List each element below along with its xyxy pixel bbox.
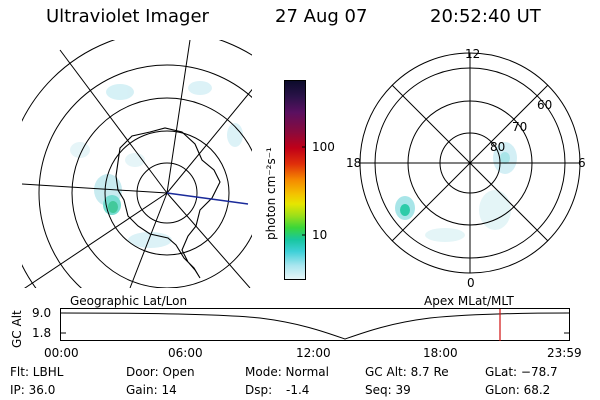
altitude-tick-low: 1.8 bbox=[32, 326, 52, 340]
left-map-label: Geographic Lat/Lon bbox=[70, 294, 188, 308]
altitude-tick-high: 9.0 bbox=[32, 306, 52, 320]
time-tick-2359: 23:59 bbox=[547, 346, 582, 360]
filter-status: Flt: LBHL bbox=[10, 365, 64, 379]
auroral-emission-left bbox=[70, 81, 243, 248]
time-tick-0600: 06:00 bbox=[168, 346, 203, 360]
ip-status: IP: 36.0 bbox=[10, 383, 56, 397]
colorbar-tick-10: 10 bbox=[312, 228, 328, 242]
time-tick-1200: 12:00 bbox=[296, 346, 331, 360]
time-label: 20:52:40 UT bbox=[430, 6, 541, 27]
auroral-emission-right bbox=[395, 142, 517, 242]
right-map-label: Apex MLat/MLT bbox=[424, 294, 514, 308]
mlt-label-6: 6 bbox=[578, 156, 586, 170]
colorbar-tick-100: 100 bbox=[312, 140, 335, 154]
time-tick-0000: 00:00 bbox=[44, 346, 79, 360]
geo-lon-status: GLon: 68.2 bbox=[485, 383, 551, 397]
mlat-label-70: 70 bbox=[512, 120, 528, 134]
altitude-curve bbox=[60, 312, 571, 340]
coastline bbox=[115, 127, 221, 279]
spacecraft-track bbox=[166, 192, 249, 205]
colorbar-unit-label: photon cm⁻²s⁻¹ bbox=[264, 147, 278, 240]
gain-status: Gain: 14 bbox=[126, 383, 177, 397]
dsp-label: Dsp: bbox=[245, 383, 273, 397]
mlt-label-18: 18 bbox=[346, 156, 362, 170]
altitude-axis-label: GC Alt bbox=[10, 310, 24, 348]
door-status: Door: Open bbox=[126, 365, 195, 379]
dsp-value: -1.4 bbox=[286, 383, 310, 397]
instrument-title: Ultraviolet Imager bbox=[46, 6, 209, 27]
date-label: 27 Aug 07 bbox=[275, 6, 368, 27]
geo-lat-status: GLat: −78.7 bbox=[485, 365, 558, 379]
mode-status: Mode: Normal bbox=[245, 365, 329, 379]
mlt-label-12: 12 bbox=[465, 47, 481, 61]
color-scale-bar bbox=[284, 80, 306, 280]
mlat-label-60: 60 bbox=[537, 98, 553, 112]
geographic-map bbox=[22, 40, 252, 288]
altitude-plot bbox=[60, 308, 571, 341]
mlat-label-80: 80 bbox=[490, 140, 506, 154]
mlt-label-0: 0 bbox=[467, 276, 475, 290]
gc-alt-status: GC Alt: 8.7 Re bbox=[365, 365, 449, 379]
time-tick-1800: 18:00 bbox=[423, 346, 458, 360]
magnetic-map bbox=[359, 52, 581, 274]
sequence-status: Seq: 39 bbox=[365, 383, 411, 397]
